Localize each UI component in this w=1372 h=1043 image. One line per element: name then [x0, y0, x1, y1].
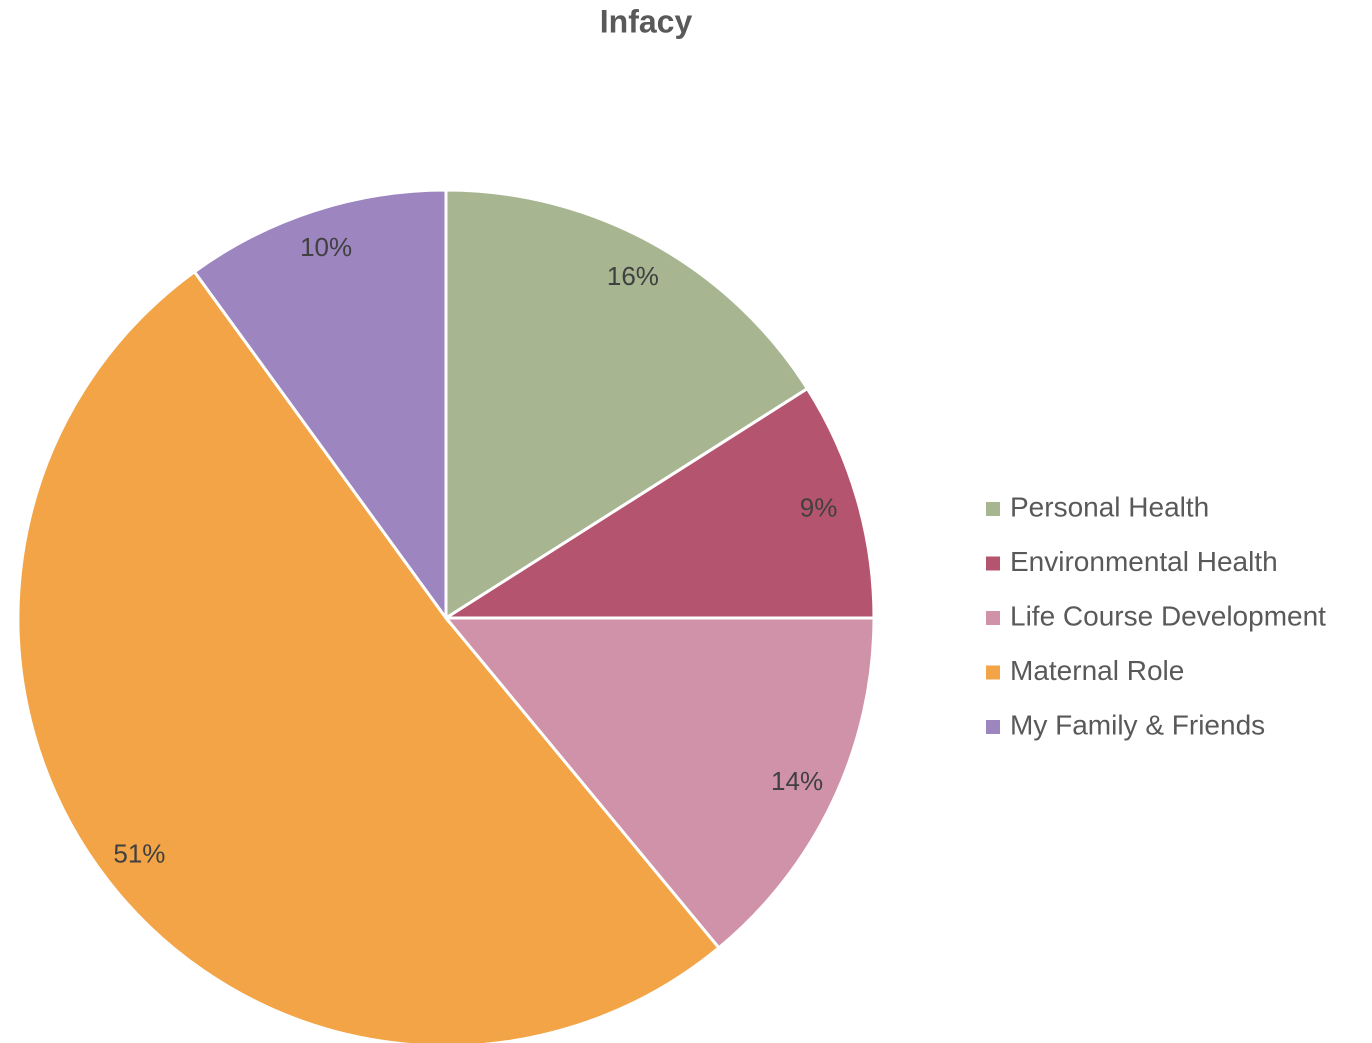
legend-label: Life Course Development	[1010, 600, 1326, 631]
legend-swatch	[986, 611, 1000, 625]
pie-slice	[440, 386, 876, 620]
pie-slice	[16, 269, 721, 1043]
legend-swatch	[986, 502, 1000, 516]
data-label: 9%	[800, 493, 838, 523]
pie-slice	[192, 188, 448, 623]
data-label: 51%	[113, 839, 165, 869]
legend-label: My Family & Friends	[1010, 709, 1265, 740]
data-label: 16%	[607, 261, 659, 291]
chart-title: Infacy	[600, 3, 693, 39]
legend-swatch	[986, 720, 1000, 734]
data-label: 14%	[771, 766, 823, 796]
legend-swatch	[986, 556, 1000, 571]
legend-swatch	[986, 665, 1000, 680]
pie-slice	[444, 188, 810, 621]
pie-slice	[442, 616, 876, 950]
legend-label: Environmental Health	[1010, 546, 1278, 577]
legend-label: Maternal Role	[1010, 655, 1184, 686]
data-label: 10%	[300, 232, 352, 262]
legend-label: Personal Health	[1010, 491, 1209, 522]
